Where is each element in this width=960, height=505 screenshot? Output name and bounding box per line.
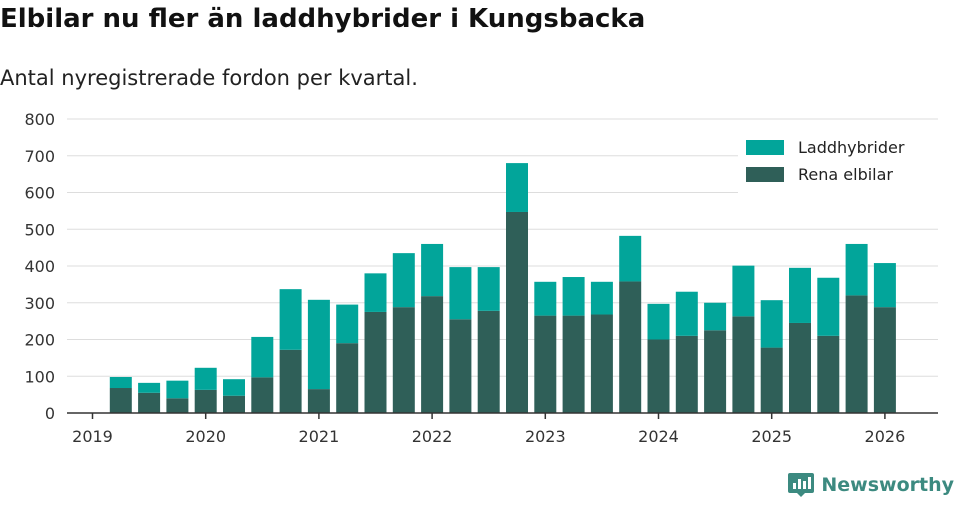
bar-rena-elbilar bbox=[336, 343, 359, 413]
bar-laddhybrider bbox=[675, 291, 698, 336]
bar-laddhybrider bbox=[704, 302, 727, 331]
bar-rena-elbilar bbox=[760, 347, 783, 413]
bar-laddhybrider bbox=[364, 273, 387, 312]
bar-rena-elbilar bbox=[675, 335, 698, 413]
bar-laddhybrider bbox=[647, 303, 670, 340]
y-tick-label: 400 bbox=[24, 257, 55, 276]
x-tick-label: 2023 bbox=[525, 427, 566, 446]
bar-laddhybrider bbox=[251, 336, 274, 378]
y-tick-label: 100 bbox=[24, 367, 55, 386]
legend: Laddhybrider Rena elbilar bbox=[738, 129, 940, 193]
bar-rena-elbilar bbox=[732, 316, 755, 413]
bar-laddhybrider bbox=[279, 289, 302, 350]
x-tick-label: 2020 bbox=[185, 427, 226, 446]
bar-rena-elbilar bbox=[279, 349, 302, 413]
bar-laddhybrider bbox=[534, 281, 557, 316]
bar-rena-elbilar bbox=[873, 307, 896, 413]
newsworthy-logo-icon bbox=[788, 473, 815, 497]
brand-logo: Newsworthy bbox=[787, 471, 954, 499]
bar-rena-elbilar bbox=[307, 389, 330, 413]
bar-rena-elbilar bbox=[392, 307, 415, 413]
bar-rena-elbilar bbox=[364, 311, 387, 413]
bar-laddhybrider bbox=[619, 235, 642, 282]
chart-subtitle: Antal nyregistrerade fordon per kvartal. bbox=[0, 66, 418, 90]
bar-laddhybrider bbox=[421, 243, 444, 297]
bar-rena-elbilar bbox=[449, 319, 472, 413]
bar-laddhybrider bbox=[336, 304, 359, 344]
brand-name: Newsworthy bbox=[821, 474, 954, 496]
bar-laddhybrider bbox=[223, 379, 245, 396]
chart-title: Elbilar nu fler än laddhybrider i Kungsb… bbox=[0, 4, 646, 34]
y-tick-label: 0 bbox=[45, 404, 55, 423]
bar-rena-elbilar bbox=[138, 392, 161, 413]
legend-swatch-rena-elbilar bbox=[746, 167, 784, 182]
y-tick-label: 500 bbox=[24, 220, 55, 239]
y-tick-label: 600 bbox=[24, 184, 55, 203]
legend-background bbox=[738, 129, 940, 193]
bar-rena-elbilar bbox=[477, 310, 500, 413]
x-tick-label: 2024 bbox=[638, 427, 679, 446]
bar-laddhybrider bbox=[194, 367, 217, 390]
bar-rena-elbilar bbox=[590, 314, 613, 413]
bars bbox=[109, 163, 896, 413]
legend-label-laddhybrider: Laddhybrider bbox=[798, 138, 905, 157]
y-tick-label: 200 bbox=[24, 331, 55, 350]
bar-rena-elbilar bbox=[789, 322, 811, 413]
axes: 0 100 200 300 400 500 600 700 800 2019 2020 2021 202… bbox=[24, 110, 938, 446]
bar-laddhybrider bbox=[845, 243, 868, 296]
bar-rena-elbilar bbox=[421, 296, 444, 413]
bar-laddhybrider bbox=[562, 277, 585, 316]
bar-rena-elbilar bbox=[619, 281, 642, 413]
y-tick-label: 300 bbox=[24, 294, 55, 313]
legend-swatch-laddhybrider bbox=[746, 140, 784, 155]
bar-rena-elbilar bbox=[194, 389, 217, 413]
x-tick-label: 2022 bbox=[412, 427, 453, 446]
bar-laddhybrider bbox=[732, 265, 755, 317]
bar-rena-elbilar bbox=[109, 388, 132, 413]
x-tick-label: 2019 bbox=[72, 427, 113, 446]
bar-rena-elbilar bbox=[506, 211, 528, 413]
bar-laddhybrider bbox=[477, 267, 500, 311]
bar-rena-elbilar bbox=[845, 295, 868, 413]
x-tick-label: 2025 bbox=[751, 427, 792, 446]
bar-rena-elbilar bbox=[562, 315, 585, 413]
bar-laddhybrider bbox=[138, 382, 161, 393]
bar-laddhybrider bbox=[873, 263, 896, 308]
bar-laddhybrider bbox=[166, 380, 189, 399]
bar-rena-elbilar bbox=[166, 398, 189, 413]
bar-laddhybrider bbox=[789, 267, 811, 323]
x-tick-label: 2026 bbox=[865, 427, 906, 446]
bar-laddhybrider bbox=[307, 299, 330, 390]
bar-rena-elbilar bbox=[223, 395, 245, 413]
bar-rena-elbilar bbox=[534, 315, 557, 413]
x-tick-label: 2021 bbox=[299, 427, 340, 446]
bar-rena-elbilar bbox=[251, 377, 274, 413]
bar-laddhybrider bbox=[449, 267, 472, 320]
legend-label-rena-elbilar: Rena elbilar bbox=[798, 165, 893, 184]
bar-laddhybrider bbox=[760, 300, 783, 348]
bar-laddhybrider bbox=[109, 376, 132, 389]
bar-rena-elbilar bbox=[817, 335, 840, 413]
y-tick-label: 700 bbox=[24, 147, 55, 166]
bar-laddhybrider bbox=[392, 253, 415, 308]
bar-rena-elbilar bbox=[647, 339, 670, 413]
bar-laddhybrider bbox=[590, 281, 613, 315]
y-tick-label: 800 bbox=[24, 110, 55, 129]
bar-laddhybrider bbox=[506, 163, 528, 212]
bar-laddhybrider bbox=[817, 277, 840, 336]
bar-rena-elbilar bbox=[704, 330, 727, 413]
